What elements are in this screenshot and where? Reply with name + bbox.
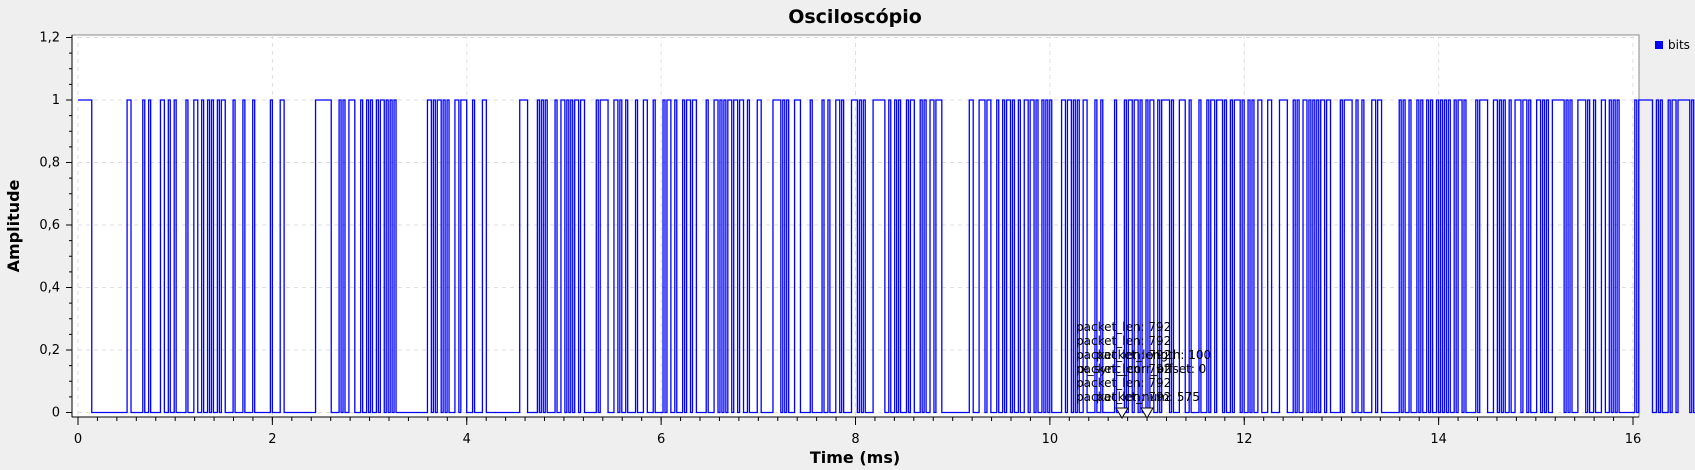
y-tick-label: 0	[52, 406, 60, 421]
stream-tag-label: packet_len: 792	[1076, 348, 1171, 362]
x-axis-label: Time (ms)	[810, 448, 900, 467]
legend[interactable]: bits	[1655, 38, 1690, 52]
legend-swatch-bits	[1655, 41, 1663, 49]
x-tick-label: 8	[851, 432, 859, 447]
x-tick-label: 4	[463, 432, 471, 447]
tag-marker-icon	[1115, 407, 1129, 419]
y-axis-label: Amplitude	[4, 179, 23, 272]
y-tick-label: 0,6	[39, 218, 60, 233]
x-tick-label: 0	[74, 432, 82, 447]
stream-tag-label: rx_sync_corr_offset: 0	[1076, 362, 1206, 376]
stream-tag-label: packet_len: 792	[1076, 362, 1171, 376]
x-tick-label: 16	[1625, 432, 1642, 447]
y-tick-label: 0,4	[39, 281, 60, 296]
y-tick-label: 1	[52, 93, 60, 108]
legend-label-bits: bits	[1668, 38, 1690, 52]
axes	[66, 35, 1639, 425]
stream-tag-label: packet_len: 792	[1076, 334, 1171, 348]
y-tick-label: 0,2	[39, 343, 60, 358]
stream-tag-label: packet_len: 792	[1076, 376, 1171, 390]
x-tick-label: 14	[1430, 432, 1447, 447]
series-layer	[78, 99, 1695, 414]
stream-tag-label: packet_len: 792	[1076, 320, 1171, 334]
tag-marker-icon	[1140, 407, 1154, 419]
y-tick-label: 0,8	[39, 156, 60, 171]
x-tick-label: 6	[657, 432, 665, 447]
y-tick-labels: 0 0,2 0,4 0,6 0,8 1 1,2	[39, 31, 60, 421]
stream-tag-label: packet_length: 100	[1096, 348, 1211, 362]
stream-tag-label: packet_num: 575	[1096, 390, 1200, 404]
y-tick-label: 1,2	[39, 31, 60, 46]
series-line-bits	[78, 99, 1695, 414]
x-tick-label: 2	[268, 432, 276, 447]
chart-title: Osciloscópio	[788, 6, 922, 28]
x-tick-labels: 0 2 4 6 8 10 12 14 16	[74, 432, 1641, 447]
x-tick-label: 12	[1236, 432, 1253, 447]
x-tick-label: 10	[1042, 432, 1059, 447]
stream-tag-label: packet_len: 792	[1076, 390, 1171, 404]
